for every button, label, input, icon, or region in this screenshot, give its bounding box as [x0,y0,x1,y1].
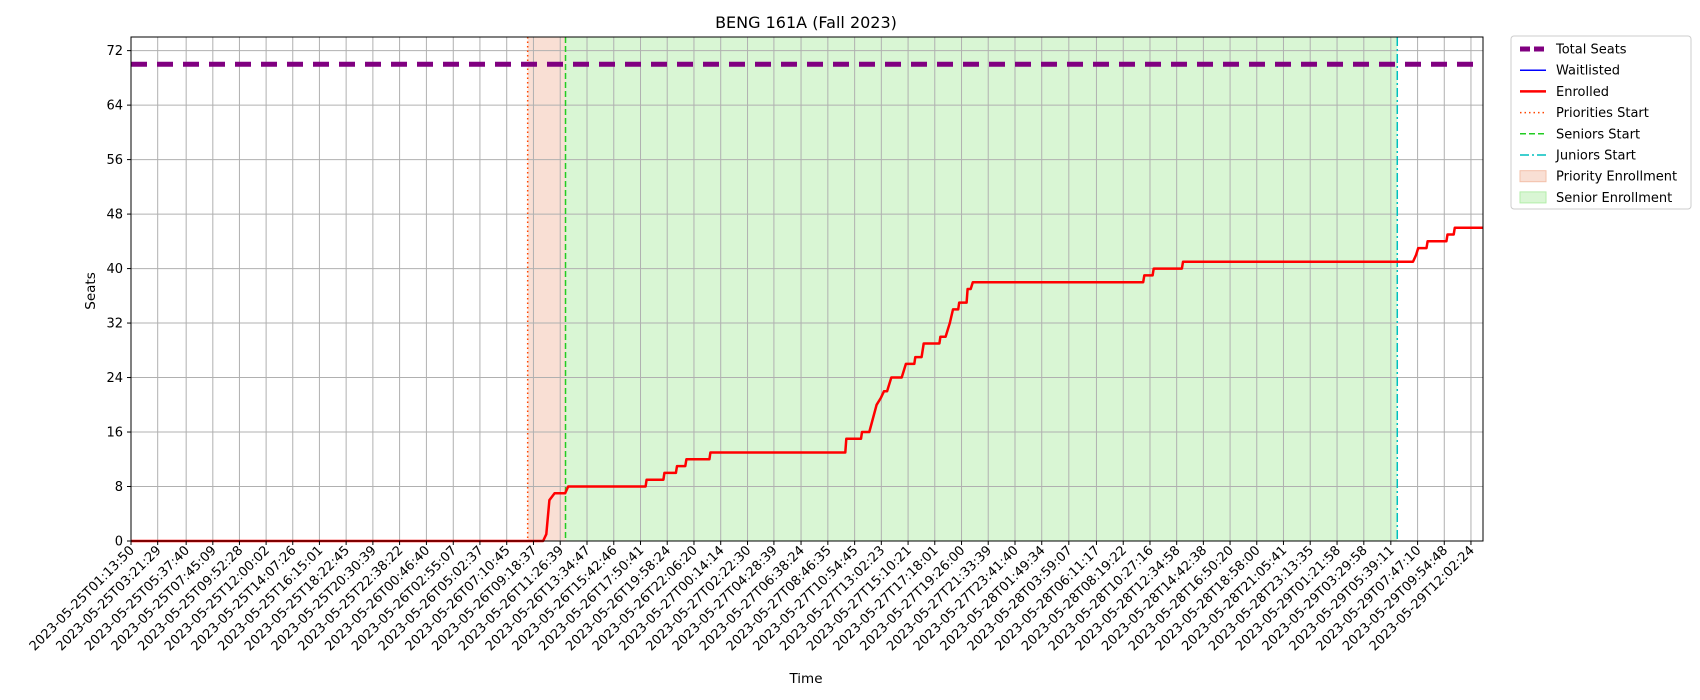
enrolled-legend-label: Enrolled [1556,85,1609,100]
y-axis-ticks: 0 8 16 24 32 40 48 56 64 72 [106,44,131,550]
y-tick-label: 16 [106,426,123,441]
juniors-start-legend-label: Juniors Start [1555,149,1636,164]
chart-title: BENG 161A (Fall 2023) [715,13,897,32]
phase-start-lines [526,37,1399,541]
y-tick-label: 64 [106,99,123,114]
y-tick-label: 32 [106,317,123,332]
y-tick-label: 8 [115,480,123,495]
y-axis-title: Seats [83,272,99,309]
x-axis-title: Time [788,671,822,687]
y-tick-label: 40 [106,262,123,277]
total-seats-legend-label: Total Seats [1555,43,1627,58]
senior-enrollment-legend-swatch [1519,191,1547,204]
seniors-start-legend-label: Seniors Start [1556,127,1640,142]
priorities-start-legend-label: Priorities Start [1556,106,1649,121]
y-tick-label: 72 [106,44,123,59]
priority-enrollment-span [527,37,566,541]
shaded-spans [527,37,1398,541]
waitlisted-legend-label: Waitlisted [1556,64,1620,79]
y-tick-label: 56 [106,153,123,168]
senior-enrollment-legend-label: Senior Enrollment [1556,191,1672,206]
legend-frame [1510,35,1692,210]
priority-enrollment-legend-label: Priority Enrollment [1556,170,1677,185]
plot-frame [130,36,1484,542]
y-tick-label: 48 [106,208,123,223]
priority-enrollment-legend-swatch [1519,170,1547,183]
legend: Total Seats Waitlisted Enrolled Priorities … [1510,35,1692,210]
x-axis-ticks: 2023-05-25T01:13:502023-05-25T03:21:2920… [27,541,1478,654]
data-series [131,61,1483,543]
y-tick-label: 24 [106,371,123,386]
senior-enrollment-span [565,37,1398,541]
enrolled-series [131,226,1483,543]
y-tick-label: 0 [115,535,123,550]
